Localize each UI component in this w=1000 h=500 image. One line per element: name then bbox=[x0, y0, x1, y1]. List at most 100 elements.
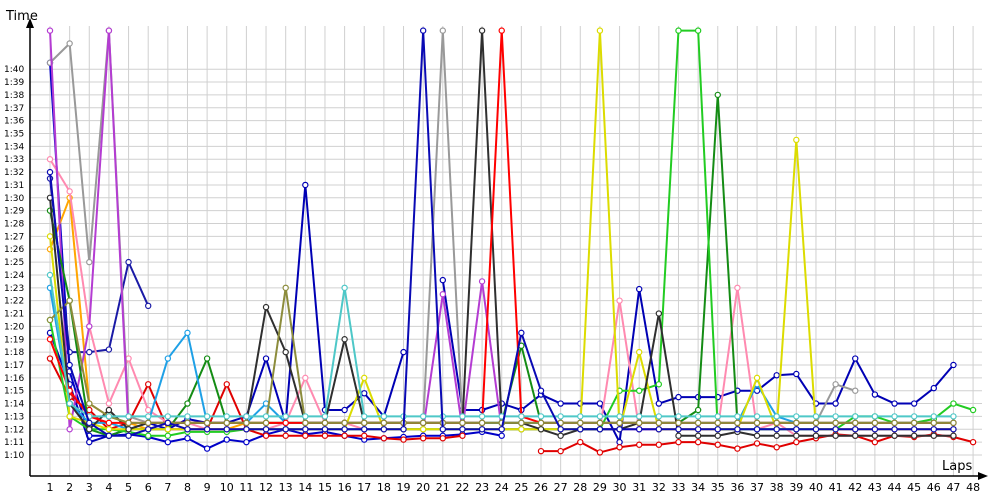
data-point bbox=[184, 413, 191, 420]
data-point bbox=[282, 348, 289, 356]
data-point bbox=[86, 419, 93, 427]
data-point bbox=[734, 413, 741, 420]
x-tick-label: 7 bbox=[164, 481, 171, 494]
data-point bbox=[655, 310, 663, 317]
data-point bbox=[321, 426, 329, 433]
data-point bbox=[616, 297, 623, 304]
data-point bbox=[734, 426, 741, 433]
x-tick-label: 4 bbox=[105, 481, 112, 494]
data-point bbox=[773, 426, 780, 433]
data-point bbox=[125, 419, 132, 427]
data-point bbox=[655, 381, 663, 388]
data-point bbox=[930, 426, 938, 433]
data-point bbox=[380, 435, 388, 442]
data-point bbox=[46, 271, 54, 279]
data-point bbox=[419, 419, 427, 427]
data-point bbox=[871, 419, 879, 427]
data-point bbox=[537, 447, 545, 455]
x-tick-label: 47 bbox=[946, 481, 960, 494]
data-point bbox=[459, 432, 466, 439]
data-point bbox=[203, 445, 211, 452]
data-point bbox=[478, 426, 486, 433]
data-point bbox=[616, 413, 623, 420]
data-point bbox=[262, 303, 270, 311]
data-point bbox=[144, 381, 152, 388]
data-point bbox=[694, 413, 702, 420]
data-point bbox=[871, 438, 879, 446]
data-point bbox=[636, 348, 643, 356]
data-point bbox=[812, 413, 820, 420]
x-tick-label: 9 bbox=[204, 481, 211, 494]
data-point bbox=[950, 400, 957, 407]
data-point bbox=[46, 355, 54, 362]
y-tick-label: 1:35 bbox=[4, 130, 24, 140]
x-tick-label: 16 bbox=[338, 481, 352, 494]
data-point bbox=[793, 136, 800, 144]
data-point bbox=[164, 419, 172, 427]
data-point bbox=[734, 284, 741, 292]
series-lines bbox=[46, 27, 977, 456]
x-tick-label: 45 bbox=[907, 481, 921, 494]
y-tick-label: 1:20 bbox=[4, 322, 24, 332]
data-point bbox=[361, 426, 368, 433]
data-point bbox=[577, 426, 584, 433]
x-tick-label: 20 bbox=[416, 481, 430, 494]
series-line bbox=[46, 284, 957, 427]
data-point bbox=[694, 27, 702, 34]
data-point bbox=[950, 419, 957, 427]
data-point bbox=[203, 355, 211, 362]
data-point bbox=[243, 426, 250, 433]
x-tick-label: 36 bbox=[730, 481, 744, 494]
data-point bbox=[577, 419, 584, 427]
y-tick-label: 1:19 bbox=[4, 335, 24, 345]
data-point bbox=[361, 419, 368, 427]
data-point bbox=[125, 413, 132, 420]
data-point bbox=[852, 419, 859, 427]
data-point bbox=[46, 316, 54, 324]
data-point bbox=[596, 426, 604, 433]
x-tick-label: 37 bbox=[750, 481, 764, 494]
data-point bbox=[282, 413, 289, 420]
data-point bbox=[144, 426, 152, 433]
data-point bbox=[66, 400, 73, 407]
data-point bbox=[46, 168, 54, 176]
x-tick-label: 12 bbox=[259, 481, 273, 494]
y-tick-label: 1:16 bbox=[4, 374, 24, 384]
data-point bbox=[537, 419, 545, 427]
data-point bbox=[753, 440, 761, 447]
data-point bbox=[341, 419, 348, 427]
tick-labels: 1 2 3 4 5 6 7 8 9 10 11 12 13 14 15 16 17 18 19 20 21 22 23 24 2… bbox=[4, 65, 980, 494]
data-point bbox=[203, 413, 211, 420]
x-tick-label: 38 bbox=[770, 481, 784, 494]
data-point bbox=[46, 336, 54, 343]
data-point bbox=[655, 426, 663, 433]
data-point bbox=[812, 432, 820, 439]
data-point bbox=[86, 426, 93, 433]
x-tick-label: 34 bbox=[691, 481, 705, 494]
data-point bbox=[203, 426, 211, 433]
data-point bbox=[302, 181, 309, 189]
x-tick-label: 1 bbox=[47, 481, 54, 494]
data-point bbox=[478, 278, 486, 285]
y-tick-label: 1:11 bbox=[4, 438, 24, 448]
data-point bbox=[419, 27, 427, 34]
data-point bbox=[812, 419, 820, 427]
data-point bbox=[144, 406, 152, 414]
y-tick-label: 1:23 bbox=[4, 284, 24, 294]
data-point bbox=[439, 27, 446, 34]
data-point bbox=[675, 426, 682, 433]
data-point bbox=[164, 355, 172, 362]
data-point bbox=[636, 285, 643, 293]
data-point bbox=[655, 413, 663, 420]
data-point bbox=[164, 426, 172, 433]
data-point bbox=[871, 432, 879, 439]
data-point bbox=[223, 426, 230, 433]
y-tick-label: 1:15 bbox=[4, 387, 24, 397]
data-point bbox=[793, 370, 800, 378]
data-point bbox=[950, 413, 957, 420]
data-point bbox=[459, 413, 466, 420]
x-tick-label: 18 bbox=[377, 481, 391, 494]
data-point bbox=[341, 406, 348, 414]
data-point bbox=[184, 400, 191, 407]
x-tick-label: 46 bbox=[927, 481, 941, 494]
